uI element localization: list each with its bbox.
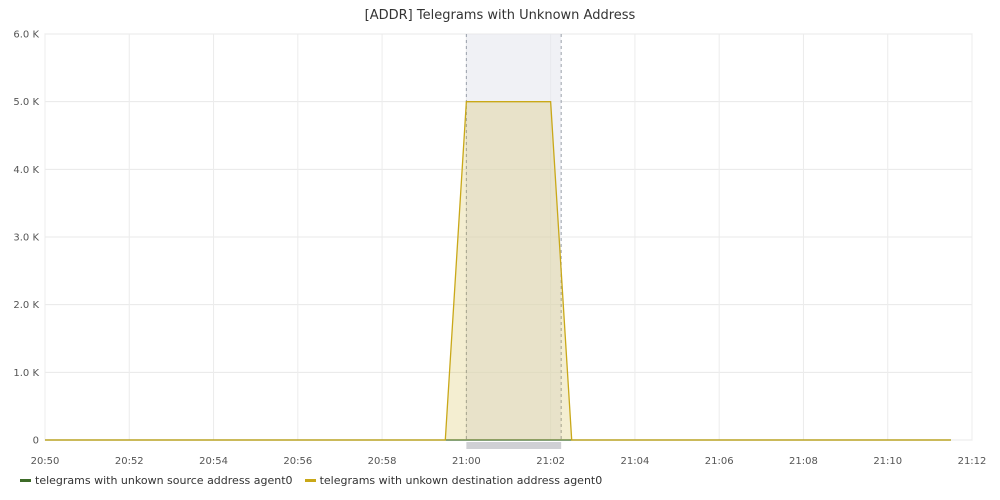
legend-item-0[interactable]: telegrams with unkown source address age… [20, 474, 293, 487]
x-tick-label: 20:58 [368, 456, 397, 467]
y-tick-label: 3.0 K [13, 233, 39, 244]
x-tick-label: 21:04 [620, 456, 649, 467]
axes: 0 1.0 K 2.0 K 3.0 K 4.0 K 5.0 K 6.0 K 20:50 20:5… [13, 30, 986, 468]
series-area-1 [45, 101, 951, 441]
legend: telegrams with unkown source address age… [20, 474, 602, 487]
x-tick-label: 20:52 [115, 456, 144, 467]
selection-handle[interactable] [466, 442, 562, 449]
y-tick-label: 1.0 K [13, 368, 39, 379]
x-tick-label: 21:10 [873, 456, 902, 467]
x-tick-label: 20:56 [283, 456, 312, 467]
legend-item-1[interactable]: telegrams with unkown destination addres… [304, 474, 603, 487]
chart-canvas: [ADDR] Telegrams with Unknown Address 0 1… [13, 8, 986, 468]
y-tick-label: 0 [33, 436, 39, 447]
legend-swatch [20, 479, 31, 482]
legend-swatch [304, 479, 316, 482]
x-tick-label: 20:50 [31, 456, 60, 467]
series-layer [45, 101, 951, 441]
x-tick-label: 21:00 [452, 456, 481, 467]
x-tick-label: 21:08 [789, 456, 818, 467]
legend-label: telegrams with unkown destination addres… [319, 474, 603, 487]
x-tick-label: 21:02 [536, 456, 565, 467]
y-tick-label: 2.0 K [13, 300, 39, 311]
legend-label: telegrams with unkown source address age… [35, 474, 293, 487]
x-tick-label: 20:54 [199, 456, 228, 467]
y-tick-label: 5.0 K [13, 97, 39, 108]
y-tick-label: 6.0 K [13, 30, 39, 41]
chart-title: [ADDR] Telegrams with Unknown Address [365, 8, 636, 23]
series-line-1 [45, 101, 951, 441]
y-tick-label: 4.0 K [13, 165, 39, 176]
x-tick-label: 21:12 [958, 456, 987, 467]
x-tick-label: 21:06 [705, 456, 734, 467]
